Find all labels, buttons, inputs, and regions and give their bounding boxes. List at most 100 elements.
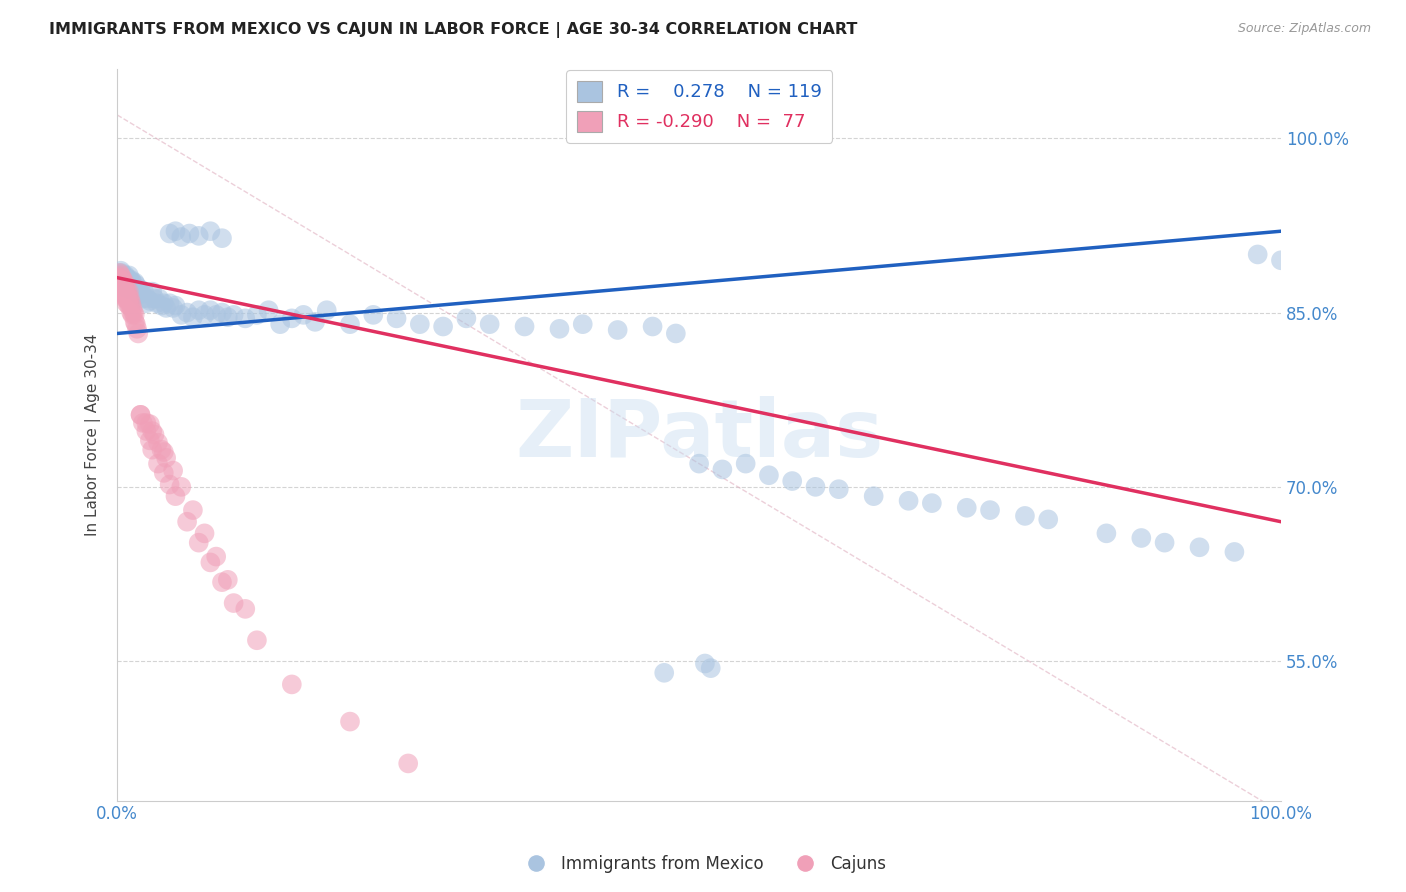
Point	[162, 464, 184, 478]
Point	[118, 273, 141, 287]
Point	[170, 480, 193, 494]
Point	[153, 296, 176, 310]
Point	[121, 301, 143, 315]
Point	[700, 661, 723, 675]
Point	[111, 280, 134, 294]
Point	[111, 276, 134, 290]
Point	[979, 503, 1001, 517]
Point	[112, 276, 135, 290]
Point	[125, 277, 148, 292]
Point	[187, 303, 209, 318]
Point	[339, 317, 361, 331]
Point	[114, 285, 136, 299]
Point	[361, 308, 384, 322]
Point	[606, 323, 628, 337]
Point	[132, 285, 155, 299]
Legend: R =    0.278    N = 119, R = -0.290    N =  77: R = 0.278 N = 119, R = -0.290 N = 77	[567, 70, 832, 143]
Point	[200, 303, 222, 318]
Point	[921, 496, 943, 510]
Point	[897, 493, 920, 508]
Point	[688, 457, 710, 471]
Point	[1153, 535, 1175, 549]
Point	[179, 227, 201, 241]
Point	[112, 289, 135, 303]
Point	[112, 273, 135, 287]
Point	[1270, 253, 1292, 268]
Text: Source: ZipAtlas.com: Source: ZipAtlas.com	[1237, 22, 1371, 36]
Point	[170, 230, 193, 244]
Point	[115, 289, 138, 303]
Text: IMMIGRANTS FROM MEXICO VS CAJUN IN LABOR FORCE | AGE 30-34 CORRELATION CHART: IMMIGRANTS FROM MEXICO VS CAJUN IN LABOR…	[49, 22, 858, 38]
Point	[120, 280, 142, 294]
Point	[513, 319, 536, 334]
Point	[118, 280, 141, 294]
Point	[111, 285, 134, 299]
Point	[108, 280, 131, 294]
Point	[141, 285, 163, 299]
Point	[122, 305, 145, 319]
Point	[120, 282, 142, 296]
Point	[111, 270, 134, 285]
Point	[118, 285, 141, 299]
Point	[128, 285, 150, 299]
Point	[200, 224, 222, 238]
Point	[135, 416, 157, 430]
Point	[339, 714, 361, 729]
Point	[118, 299, 141, 313]
Point	[107, 276, 129, 290]
Point	[1095, 526, 1118, 541]
Point	[665, 326, 688, 341]
Point	[181, 310, 204, 325]
Point	[110, 268, 132, 283]
Point	[110, 273, 132, 287]
Point	[1014, 508, 1036, 523]
Point	[187, 535, 209, 549]
Point	[110, 276, 132, 290]
Point	[862, 489, 884, 503]
Point	[124, 315, 146, 329]
Point	[139, 434, 162, 448]
Point	[181, 503, 204, 517]
Point	[141, 424, 163, 438]
Point	[129, 408, 152, 422]
Point	[396, 756, 419, 771]
Point	[146, 296, 169, 310]
Point	[124, 276, 146, 290]
Point	[385, 311, 408, 326]
Point	[117, 277, 139, 292]
Point	[141, 442, 163, 457]
Point	[456, 311, 478, 326]
Point	[114, 277, 136, 292]
Point	[205, 549, 228, 564]
Point	[222, 596, 245, 610]
Point	[211, 231, 233, 245]
Point	[136, 292, 159, 306]
Point	[162, 301, 184, 315]
Point	[1188, 541, 1211, 555]
Point	[165, 489, 187, 503]
Point	[115, 282, 138, 296]
Point	[281, 677, 304, 691]
Point	[131, 287, 153, 301]
Point	[121, 282, 143, 296]
Point	[112, 282, 135, 296]
Point	[110, 282, 132, 296]
Point	[304, 315, 326, 329]
Point	[114, 268, 136, 283]
Point	[193, 308, 215, 322]
Point	[246, 308, 269, 322]
Point	[108, 266, 131, 280]
Point	[146, 435, 169, 450]
Point	[118, 268, 141, 283]
Point	[108, 277, 131, 291]
Point	[135, 424, 157, 438]
Point	[112, 282, 135, 296]
Point	[233, 602, 256, 616]
Point	[200, 555, 222, 569]
Point	[112, 268, 135, 283]
Point	[114, 277, 136, 292]
Point	[124, 282, 146, 296]
Point	[132, 292, 155, 306]
Point	[110, 263, 132, 277]
Point	[135, 296, 157, 310]
